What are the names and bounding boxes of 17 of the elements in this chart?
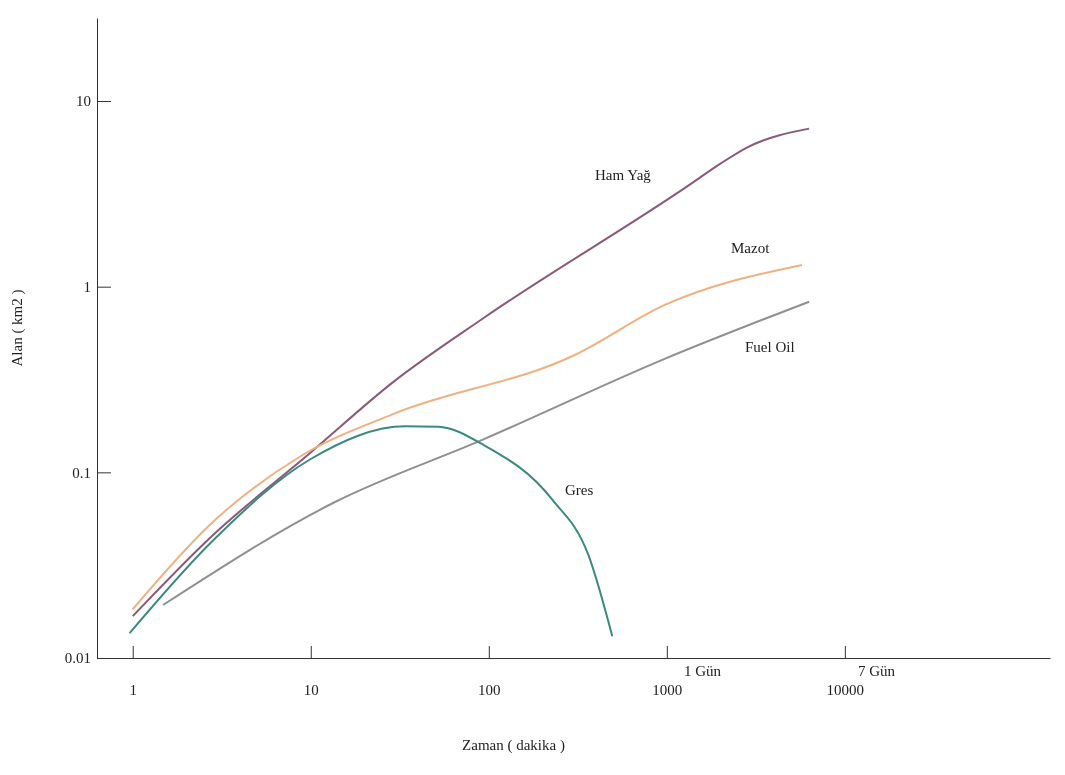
x-tick-label: 10000 (826, 681, 865, 698)
x-tick-label: 10 (303, 681, 319, 698)
y-tick-label: 10 (76, 93, 91, 110)
y-tick-label: 1 (83, 278, 91, 295)
series-label: Mazot (731, 240, 771, 256)
text: 1 Gün (684, 663, 722, 679)
text: 7 Gün (858, 663, 896, 679)
series-label: Gres (565, 482, 594, 498)
y-tick-label: 0.01 (64, 650, 91, 667)
series-label: Fuel Oil (745, 339, 795, 355)
series-label: Ham Yağ (595, 167, 652, 183)
y-axis-title: Alan ( km2 ) (9, 289, 26, 367)
x-tick-label: 100 (478, 681, 501, 698)
x-tick-label: 1000 (652, 681, 683, 698)
x-axis-title: Zaman ( dakika ) (462, 737, 565, 754)
y-tick-label: 0.1 (72, 464, 91, 481)
x-tick-label: 1 (129, 681, 137, 698)
